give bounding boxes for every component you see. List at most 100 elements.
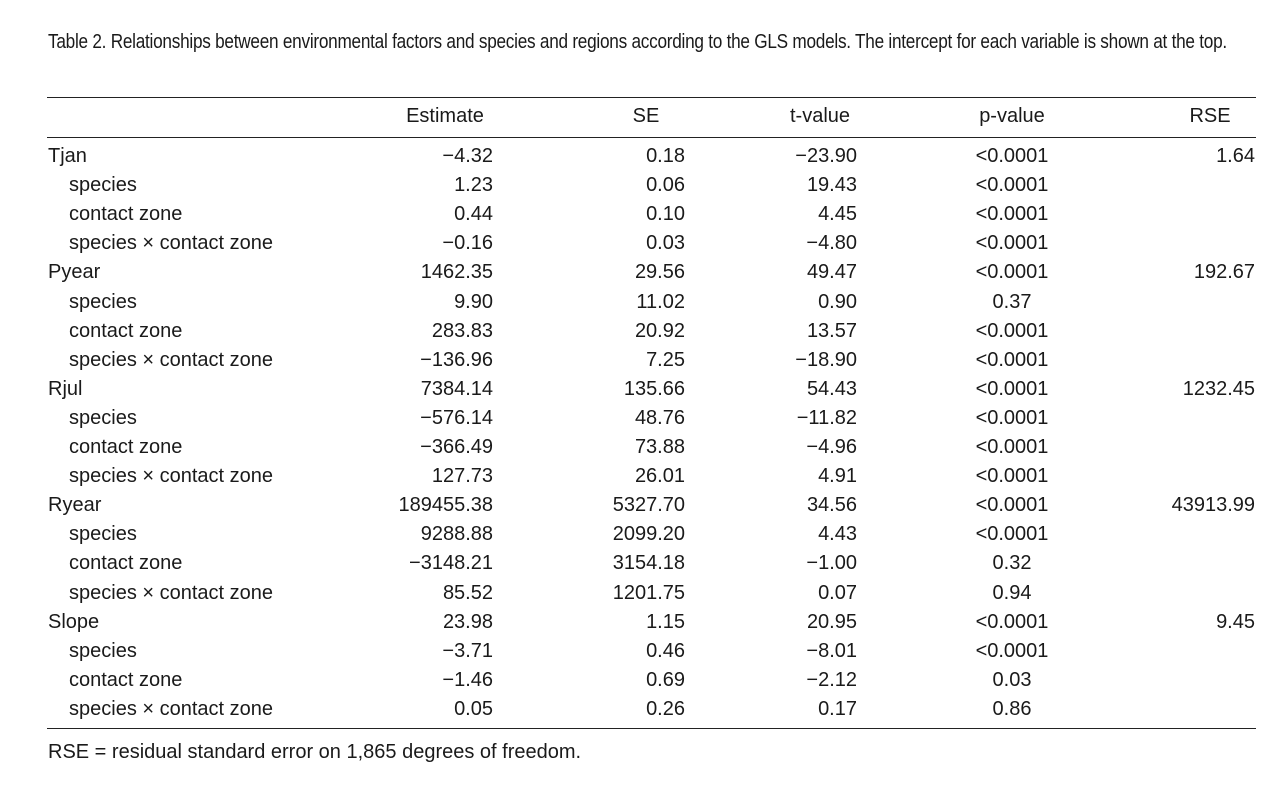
- cell-se: 3154.18: [612, 552, 685, 575]
- cell-t-value: 13.57: [806, 319, 857, 342]
- table-header-rule: [47, 137, 1256, 138]
- cell-estimate: −0.16: [442, 232, 493, 255]
- cell-t-value: 20.95: [806, 610, 857, 633]
- cell-se: 11.02: [636, 290, 685, 313]
- cell-label: species × contact zone: [69, 581, 274, 604]
- table-row: species −576.14 48.76 −11.82 <0.0001: [0, 404, 1286, 433]
- table-row: species × contact zone 0.05 0.26 0.17 0.86: [0, 695, 1286, 724]
- table-row: species 1.23 0.06 19.43 <0.0001: [0, 171, 1286, 200]
- cell-p-value: <0.0001: [975, 465, 1049, 488]
- cell-se: 29.56: [634, 261, 685, 284]
- header-p-value: p-value: [979, 105, 1045, 127]
- cell-label: species × contact zone: [69, 232, 274, 255]
- table-row: contact zone −3148.21 3154.18 −1.00 0.32: [0, 549, 1286, 578]
- cell-t-value: −1.00: [806, 552, 857, 575]
- table-row: Ryear 189455.38 5327.70 34.56 <0.0001 43913.9…: [0, 491, 1286, 520]
- cell-t-value: −23.90: [795, 145, 857, 167]
- table-row: species × contact zone −136.96 7.25 −18.90 <…: [0, 346, 1286, 375]
- cell-estimate: −366.49: [420, 436, 493, 458]
- cell-label: species: [69, 174, 137, 197]
- cell-p-value: <0.0001: [975, 261, 1049, 284]
- cell-se: 7.25: [646, 348, 685, 371]
- cell-estimate: 1.23: [454, 174, 493, 197]
- header-estimate: Estimate: [406, 105, 484, 127]
- header-t-value: t-value: [789, 105, 851, 127]
- cell-p-value: <0.0001: [975, 436, 1049, 458]
- table-row: Slope 23.98 1.15 20.95 <0.0001 9.45: [0, 608, 1286, 637]
- cell-p-value: <0.0001: [975, 610, 1049, 633]
- cell-t-value: 4.43: [818, 523, 857, 546]
- cell-estimate: 23.98: [442, 610, 493, 633]
- cell-rse: 192.67: [1193, 261, 1255, 284]
- cell-se: 0.46: [646, 639, 685, 662]
- table-top-rule: [47, 97, 1256, 98]
- cell-se: 135.66: [623, 377, 685, 400]
- table-row: species 9.90 11.02 0.90 0.37: [0, 288, 1286, 317]
- table-row: species × contact zone −0.16 0.03 −4.80 <0.0…: [0, 229, 1286, 258]
- cell-estimate: 189455.38: [398, 494, 493, 517]
- cell-p-value: <0.0001: [975, 377, 1049, 400]
- cell-rse: 43913.99: [1171, 494, 1255, 517]
- cell-estimate: −3148.21: [409, 552, 493, 575]
- cell-se: 0.10: [646, 203, 685, 226]
- cell-estimate: 9.90: [454, 290, 493, 313]
- cell-se: 0.06: [646, 174, 685, 197]
- cell-p-value: <0.0001: [975, 174, 1049, 197]
- cell-t-value: 0.17: [818, 697, 857, 720]
- cell-estimate: 127.73: [431, 465, 493, 488]
- table-row: Tjan −4.32 0.18 −23.90 <0.0001 1.64: [0, 142, 1286, 171]
- cell-label: Ryear: [48, 494, 102, 517]
- cell-p-value: <0.0001: [975, 203, 1049, 226]
- cell-t-value: 0.90: [818, 290, 857, 313]
- table-row: contact zone −1.46 0.69 −2.12 0.03: [0, 666, 1286, 695]
- cell-p-value: <0.0001: [975, 523, 1049, 546]
- cell-rse: 1232.45: [1182, 377, 1255, 400]
- cell-label: Pyear: [48, 261, 101, 284]
- cell-p-value: <0.0001: [975, 406, 1049, 429]
- cell-label: contact zone: [69, 319, 183, 342]
- cell-se: 1201.75: [612, 581, 685, 604]
- cell-p-value: <0.0001: [975, 348, 1049, 371]
- cell-estimate: −4.32: [442, 145, 493, 167]
- table-bottom-rule: [47, 728, 1256, 729]
- table-row: Rjul 7384.14 135.66 54.43 <0.0001 1232.45: [0, 375, 1286, 404]
- cell-p-value: <0.0001: [975, 494, 1049, 517]
- cell-se: 73.88: [634, 436, 685, 458]
- cell-se: 1.15: [646, 610, 685, 633]
- cell-label: species × contact zone: [69, 348, 274, 371]
- header-se: SE: [632, 105, 660, 127]
- cell-t-value: 54.43: [806, 377, 857, 400]
- cell-label: Slope: [48, 610, 100, 633]
- cell-estimate: −1.46: [442, 668, 493, 691]
- table-row: species × contact zone 85.52 1201.75 0.07 0.…: [0, 579, 1286, 608]
- cell-estimate: 9288.88: [420, 523, 493, 546]
- cell-t-value: 19.43: [806, 174, 857, 197]
- cell-t-value: 49.47: [806, 261, 857, 284]
- cell-p-value: <0.0001: [975, 319, 1049, 342]
- table-row: contact zone 0.44 0.10 4.45 <0.0001: [0, 200, 1286, 229]
- cell-se: 26.01: [634, 465, 685, 488]
- cell-t-value: −11.82: [796, 406, 857, 429]
- cell-p-value: <0.0001: [975, 639, 1049, 662]
- table-row: species −3.71 0.46 −8.01 <0.0001: [0, 637, 1286, 666]
- cell-p-value: <0.0001: [975, 232, 1049, 255]
- table-header-row: Estimate SE t-value p-value RSE: [0, 102, 1286, 132]
- cell-label: contact zone: [69, 552, 183, 575]
- cell-estimate: 1462.35: [420, 261, 493, 284]
- cell-se: 20.92: [634, 319, 685, 342]
- cell-t-value: −2.12: [806, 668, 857, 691]
- cell-label: Tjan: [48, 145, 87, 167]
- cell-se: 0.03: [646, 232, 685, 255]
- cell-label: species × contact zone: [69, 697, 274, 720]
- cell-label: species: [69, 639, 137, 662]
- cell-rse: 1.64: [1216, 145, 1255, 167]
- cell-se: 0.26: [646, 697, 685, 720]
- cell-p-value: 0.32: [992, 552, 1032, 575]
- cell-rse: 9.45: [1216, 610, 1255, 633]
- cell-label: species: [69, 290, 137, 313]
- cell-label: Rjul: [48, 377, 83, 400]
- cell-estimate: 7384.14: [420, 377, 493, 400]
- cell-label: species: [69, 523, 137, 546]
- header-rse: RSE: [1189, 105, 1231, 127]
- table-row: species 9288.88 2099.20 4.43 <0.0001: [0, 520, 1286, 549]
